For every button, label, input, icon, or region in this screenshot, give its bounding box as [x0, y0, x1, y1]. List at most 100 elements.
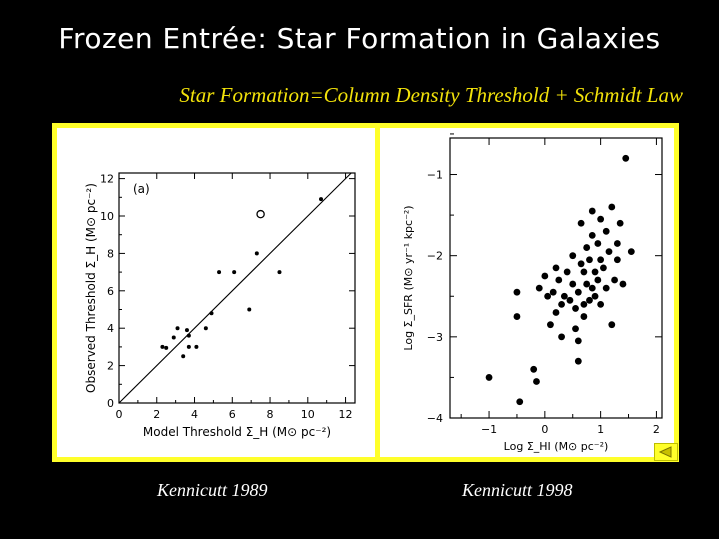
data-point — [277, 270, 282, 275]
data-point — [594, 276, 602, 284]
data-point — [558, 300, 565, 308]
data-point — [319, 197, 324, 202]
x-axis-label: Log Σ_HI (M⊙ pc⁻²) — [504, 440, 609, 453]
data-point — [580, 313, 588, 320]
schmidt-law-scatter-plot: −1 0 1 2 −1 −2 −3 −4 Log Σ_HI (M⊙ pc⁻²) Log Σ_SFR… — [402, 133, 663, 453]
data-point — [600, 264, 607, 272]
data-point — [577, 260, 585, 268]
data-point — [588, 207, 596, 215]
data-point — [232, 270, 237, 275]
data-point — [569, 252, 577, 260]
data-point — [574, 288, 582, 296]
y-tick-label: 8 — [107, 247, 114, 260]
y-tick-label: 10 — [100, 210, 114, 223]
data-point — [547, 321, 554, 329]
y-tick-label: 12 — [100, 173, 114, 186]
threshold-scatter-plot: 0 2 4 6 8 10 12 0 2 4 6 8 10 12 (a) Model Threshold Σ_H… — [84, 172, 356, 439]
data-point — [164, 345, 169, 350]
x-tick-label: 4 — [191, 408, 198, 421]
data-point — [175, 326, 180, 331]
y-tick-label: 4 — [107, 322, 114, 335]
plot-frame — [118, 172, 356, 404]
y-tick-label: 6 — [107, 285, 114, 298]
y-tick-label: 0 — [107, 397, 114, 410]
chart-panel-threshold: 0 2 4 6 8 10 12 0 2 4 6 8 10 12 (a) Model Threshold Σ_H… — [57, 128, 375, 457]
data-point — [611, 276, 618, 284]
data-point — [627, 248, 635, 256]
x-tick-label: 1 — [597, 423, 604, 436]
y-axis-label: Log Σ_SFR (M⊙ yr⁻¹ kpc⁻²) — [402, 205, 415, 350]
data-point — [563, 268, 571, 276]
data-point — [602, 284, 610, 292]
data-point — [613, 256, 621, 264]
data-point — [544, 292, 552, 300]
data-point — [608, 321, 616, 329]
data-point — [552, 264, 560, 272]
x-tick-label: 6 — [229, 408, 236, 421]
data-point — [533, 378, 540, 385]
x-tick-label: 0 — [541, 423, 548, 436]
data-point — [602, 227, 610, 235]
data-point — [560, 292, 568, 300]
caption-left: Kennicutt 1989 — [157, 480, 268, 500]
data-point — [555, 276, 563, 284]
data-point — [572, 305, 579, 312]
chart-panel-schmidt: −1 0 1 2 −1 −2 −3 −4 Log Σ_HI (M⊙ pc⁻²) Log Σ_SFR… — [380, 128, 674, 457]
data-point — [558, 333, 565, 341]
data-point — [594, 240, 602, 247]
data-point — [613, 240, 621, 247]
x-tick-label: 12 — [339, 408, 353, 421]
data-point — [622, 154, 630, 162]
data-point — [530, 365, 538, 373]
data-point — [588, 231, 596, 239]
data-point — [516, 398, 524, 406]
data-point — [209, 311, 214, 316]
data-point — [577, 219, 585, 227]
data-point — [194, 344, 199, 349]
y-tick-label: −3 — [427, 331, 443, 344]
data-point — [569, 280, 577, 288]
back-button[interactable] — [654, 443, 678, 461]
data-point — [588, 284, 596, 292]
data-point — [566, 296, 574, 304]
data-point — [535, 284, 543, 292]
data-point — [583, 244, 591, 251]
x-axis-label: Model Threshold Σ_H (M⊙ pc⁻²) — [143, 425, 331, 439]
x-tick-label: 2 — [153, 408, 160, 421]
data-point — [597, 256, 605, 264]
data-point — [597, 300, 605, 308]
panel-label: (a) — [133, 182, 150, 196]
data-point — [184, 328, 189, 333]
data-point — [160, 344, 165, 349]
y-tick-label: 2 — [107, 360, 114, 373]
y-axis-label: Observed Threshold Σ_H (M⊙ pc⁻²) — [84, 183, 98, 393]
data-point — [574, 337, 582, 345]
x-tick-label: 2 — [653, 423, 660, 436]
y-tick-label: −4 — [427, 412, 443, 425]
data-point-open — [256, 209, 265, 219]
data-point — [580, 268, 588, 276]
x-tick-label: 0 — [116, 408, 123, 421]
data-point — [605, 248, 613, 256]
data-point — [217, 270, 222, 275]
data-point — [583, 280, 591, 288]
data-point — [203, 326, 208, 331]
y-tick-label: −1 — [427, 169, 443, 182]
slide-title: Frozen Entrée: Star Formation in Galaxie… — [58, 22, 661, 55]
x-tick-label: 8 — [267, 408, 274, 421]
data-point — [574, 357, 582, 365]
back-arrow-icon — [658, 446, 672, 458]
data-point — [254, 251, 259, 256]
data-point — [513, 313, 521, 320]
x-tick-label: 10 — [301, 408, 315, 421]
data-point — [580, 300, 588, 308]
data-point — [616, 219, 624, 227]
data-point — [591, 292, 599, 300]
slide-subtitle: Star Formation=Column Density Threshold … — [179, 83, 683, 107]
data-point — [186, 344, 191, 349]
data-point — [586, 296, 593, 304]
data-point — [181, 354, 186, 359]
data-point — [619, 280, 627, 288]
caption-right: Kennicutt 1998 — [462, 480, 573, 500]
data-point — [513, 288, 521, 296]
